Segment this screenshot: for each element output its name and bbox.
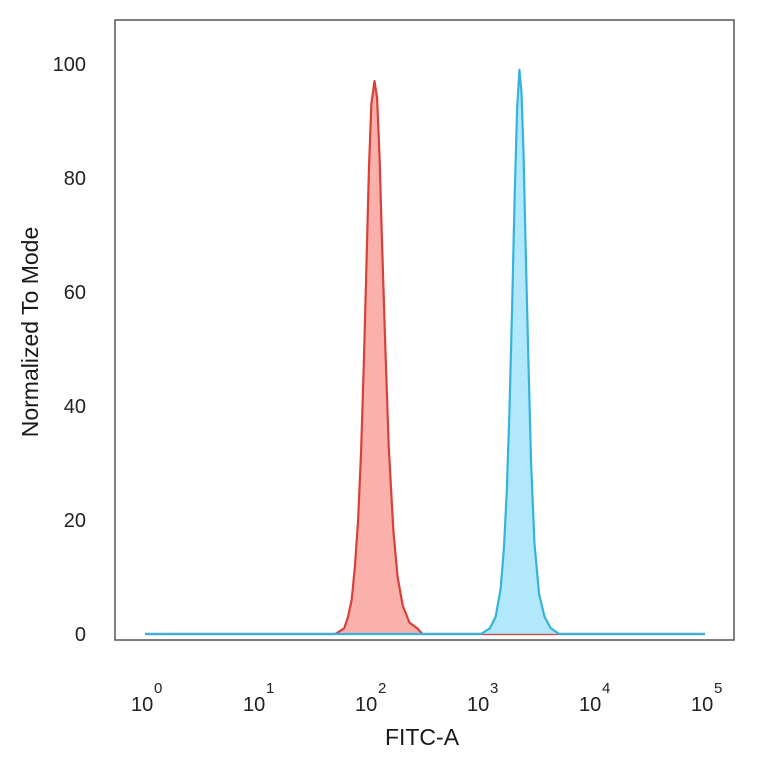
y-axis-label: Normalized To Mode xyxy=(17,227,43,438)
y-tick-label: 0 xyxy=(75,624,86,646)
x-tick-base: 10 xyxy=(579,694,601,716)
x-tick-exponent: 1 xyxy=(266,680,274,697)
x-tick-base: 10 xyxy=(467,694,489,716)
x-tick-label: 103 xyxy=(467,680,498,716)
x-tick-exponent: 3 xyxy=(490,680,498,697)
x-tick-label: 102 xyxy=(355,680,386,716)
y-tick-label: 40 xyxy=(64,396,86,418)
plot-frame xyxy=(114,19,735,641)
x-tick-base: 10 xyxy=(691,694,713,716)
y-tick-labels: 0 20 40 60 80 100 xyxy=(53,54,86,646)
x-tick-base: 10 xyxy=(131,694,153,716)
x-tick-base: 10 xyxy=(243,694,265,716)
y-tick-label: 80 xyxy=(64,168,86,190)
series-1-line xyxy=(145,80,705,636)
x-tick-exponent: 2 xyxy=(378,680,386,697)
x-tick-label: 100 xyxy=(131,680,162,716)
x-tick-label: 104 xyxy=(579,680,610,716)
x-tick-label: 105 xyxy=(691,680,722,716)
x-tick-base: 10 xyxy=(355,694,377,716)
x-tick-exponent: 4 xyxy=(602,680,610,697)
x-tick-exponent: 5 xyxy=(714,680,722,697)
x-tick-exponent: 0 xyxy=(154,680,162,697)
series-layer xyxy=(145,68,705,636)
y-tick-label: 60 xyxy=(64,282,86,304)
series-2-line xyxy=(145,68,705,636)
x-axis-label: FITC-A xyxy=(385,724,460,750)
y-tick-label: 20 xyxy=(64,510,86,532)
y-tick-label: 100 xyxy=(53,54,86,76)
x-tick-label: 101 xyxy=(243,680,274,716)
